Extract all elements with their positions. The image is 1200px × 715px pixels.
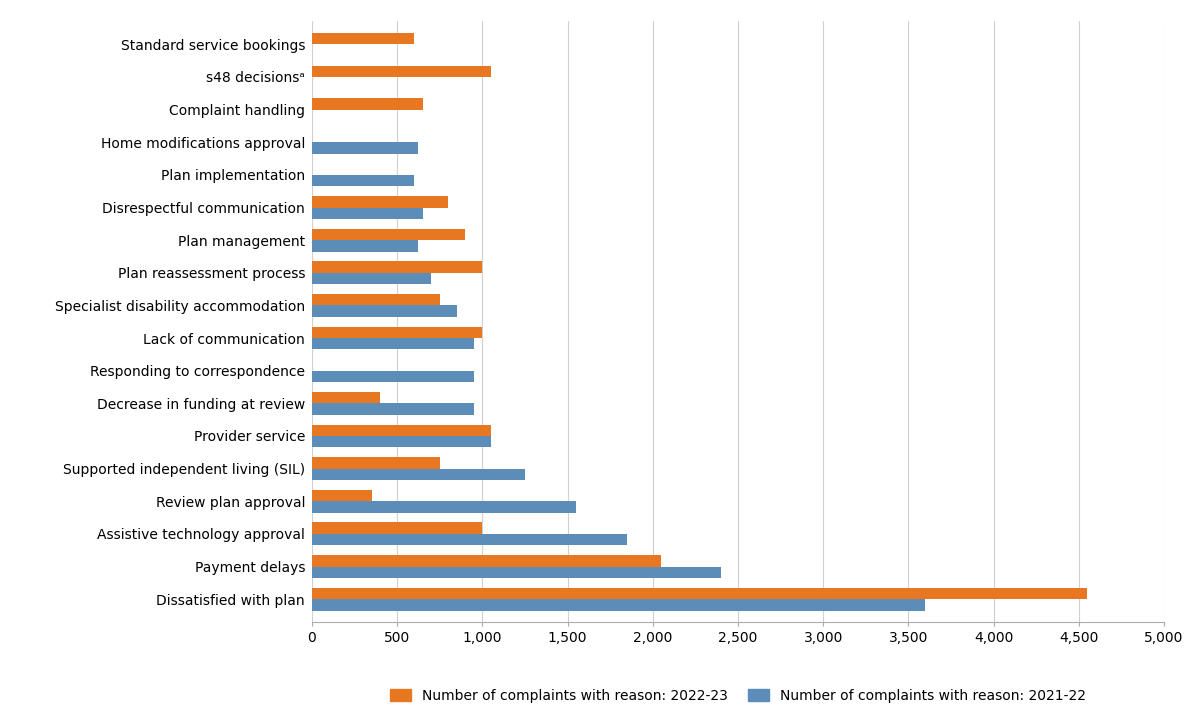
Bar [312,327,482,338]
Bar [312,207,422,219]
Bar [312,566,721,578]
Bar [312,338,474,350]
Bar [312,425,491,436]
Bar [312,98,422,109]
Bar [312,392,380,403]
Bar [312,305,457,317]
Bar [312,240,418,252]
Bar [312,262,482,273]
Bar [312,175,414,187]
Bar [312,436,491,448]
Bar [312,33,414,44]
Bar [312,196,449,207]
Bar [312,501,576,513]
Bar [312,66,491,77]
Bar [312,142,418,154]
Bar [312,599,925,611]
Bar [312,523,482,534]
Bar [312,588,1087,599]
Bar [312,490,372,501]
Bar [312,468,526,480]
Bar [312,229,466,240]
Bar [312,294,440,305]
Bar [312,534,628,546]
Bar [312,370,474,382]
Bar [312,555,661,566]
Bar [312,457,440,468]
Legend: Number of complaints with reason: 2022-23, Number of complaints with reason: 202: Number of complaints with reason: 2022-2… [384,683,1092,708]
Bar [312,273,431,285]
Bar [312,403,474,415]
